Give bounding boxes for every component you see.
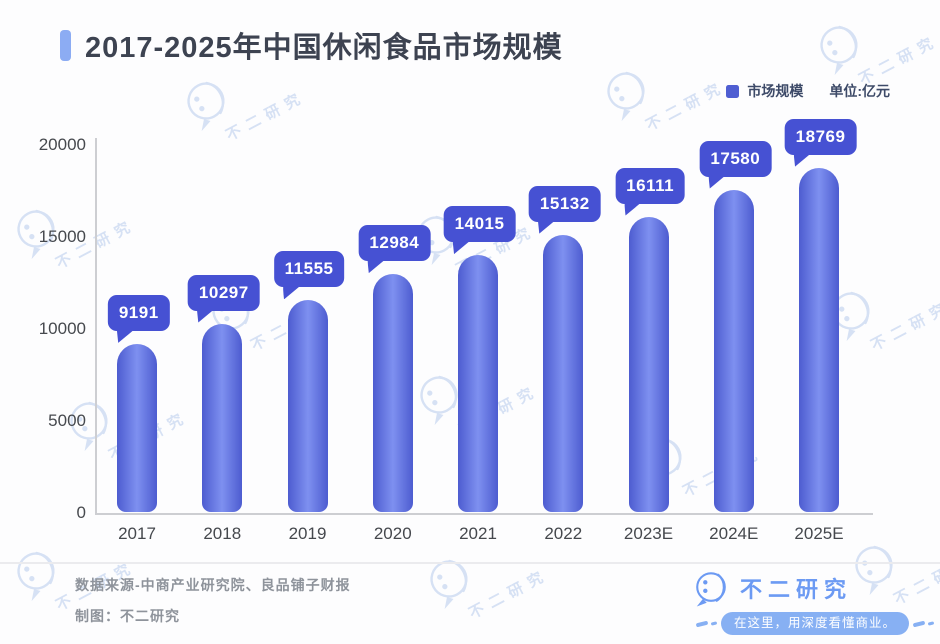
value-callout-2025E: 18769 bbox=[784, 118, 857, 167]
header: 2017-2025年中国休闲食品市场规模 bbox=[60, 24, 563, 66]
bar-2023E bbox=[628, 216, 669, 512]
bar-2025E bbox=[799, 167, 839, 512]
value-callout-2020: 12984 bbox=[358, 225, 431, 274]
x-tick-label: 2018 bbox=[203, 524, 242, 543]
x-tick-label: 2024E bbox=[709, 524, 759, 543]
legend-series-label: 市场规模 bbox=[747, 83, 804, 99]
chart-credit-text: 制图：不二研究 bbox=[75, 608, 180, 624]
x-tick-label: 2017 bbox=[118, 524, 156, 543]
footer: 数据来源-中商产业研究院、良品铺子财报 制图：不二研究 bbox=[75, 575, 351, 637]
callout-tail bbox=[196, 309, 214, 323]
title-accent-bar bbox=[60, 29, 71, 61]
value-callout-2017: 9191 bbox=[107, 294, 170, 343]
bar-2017 bbox=[117, 343, 157, 512]
value-callout-2019: 11555 bbox=[273, 251, 345, 300]
value-callout-2024E: 17580 bbox=[699, 140, 772, 189]
callout-tail bbox=[452, 241, 470, 255]
bar-2018 bbox=[202, 323, 243, 512]
chart-legend: 市场规模 单位:亿元 bbox=[726, 81, 890, 101]
y-tick-label: 5000 bbox=[48, 411, 86, 430]
callout-tail bbox=[116, 329, 134, 343]
bar-2024E bbox=[713, 189, 754, 512]
bar-2019 bbox=[287, 300, 328, 512]
callout-tail bbox=[282, 286, 300, 300]
legend-swatch-icon bbox=[726, 84, 740, 98]
callout-tail bbox=[537, 220, 555, 234]
data-source-text: 数据来源-中商产业研究院、良品铺子财报 bbox=[75, 577, 351, 593]
brand-block: 不二研究 在这里，用深度看懂商业。 bbox=[692, 569, 938, 635]
value-callout-2021: 14015 bbox=[443, 206, 516, 255]
y-axis-line bbox=[95, 138, 97, 513]
x-tick-label: 2023E bbox=[623, 524, 674, 543]
pill-right-dashes-icon bbox=[912, 620, 935, 627]
value-callout-2023E: 16111 bbox=[615, 167, 686, 216]
page-title: 2017-2025年中国休闲食品市场规模 bbox=[85, 32, 563, 64]
x-tick-label: 2022 bbox=[544, 524, 583, 543]
callout-tail bbox=[624, 202, 642, 216]
callout-tail bbox=[367, 260, 385, 274]
x-tick-label: 2019 bbox=[288, 524, 327, 543]
legend-unit-label: 单位:亿元 bbox=[829, 83, 890, 99]
y-tick-label: 15000 bbox=[38, 227, 86, 246]
x-tick-label: 2020 bbox=[373, 524, 412, 543]
brand-slogan-pill: 在这里，用深度看懂商业。 bbox=[721, 612, 910, 635]
planet-logo-icon bbox=[696, 572, 726, 607]
callout-tail bbox=[793, 153, 811, 167]
bar-2020 bbox=[372, 274, 413, 512]
y-tick-label: 0 bbox=[76, 503, 86, 522]
bar-2021 bbox=[458, 255, 498, 512]
value-callout-2018: 10297 bbox=[187, 274, 260, 323]
brand-name: 不二研究 bbox=[740, 577, 853, 602]
x-axis-line bbox=[95, 513, 873, 515]
y-tick-label: 20000 bbox=[38, 135, 86, 154]
x-tick-label: 2025E bbox=[794, 524, 844, 543]
footer-divider bbox=[0, 562, 940, 564]
value-callout-2022: 15132 bbox=[528, 185, 601, 234]
x-tick-label: 2021 bbox=[459, 524, 497, 543]
y-tick-label: 10000 bbox=[38, 319, 86, 338]
pill-left-dashes-icon bbox=[695, 620, 718, 627]
bar-2022 bbox=[543, 234, 584, 512]
callout-tail bbox=[708, 175, 726, 189]
